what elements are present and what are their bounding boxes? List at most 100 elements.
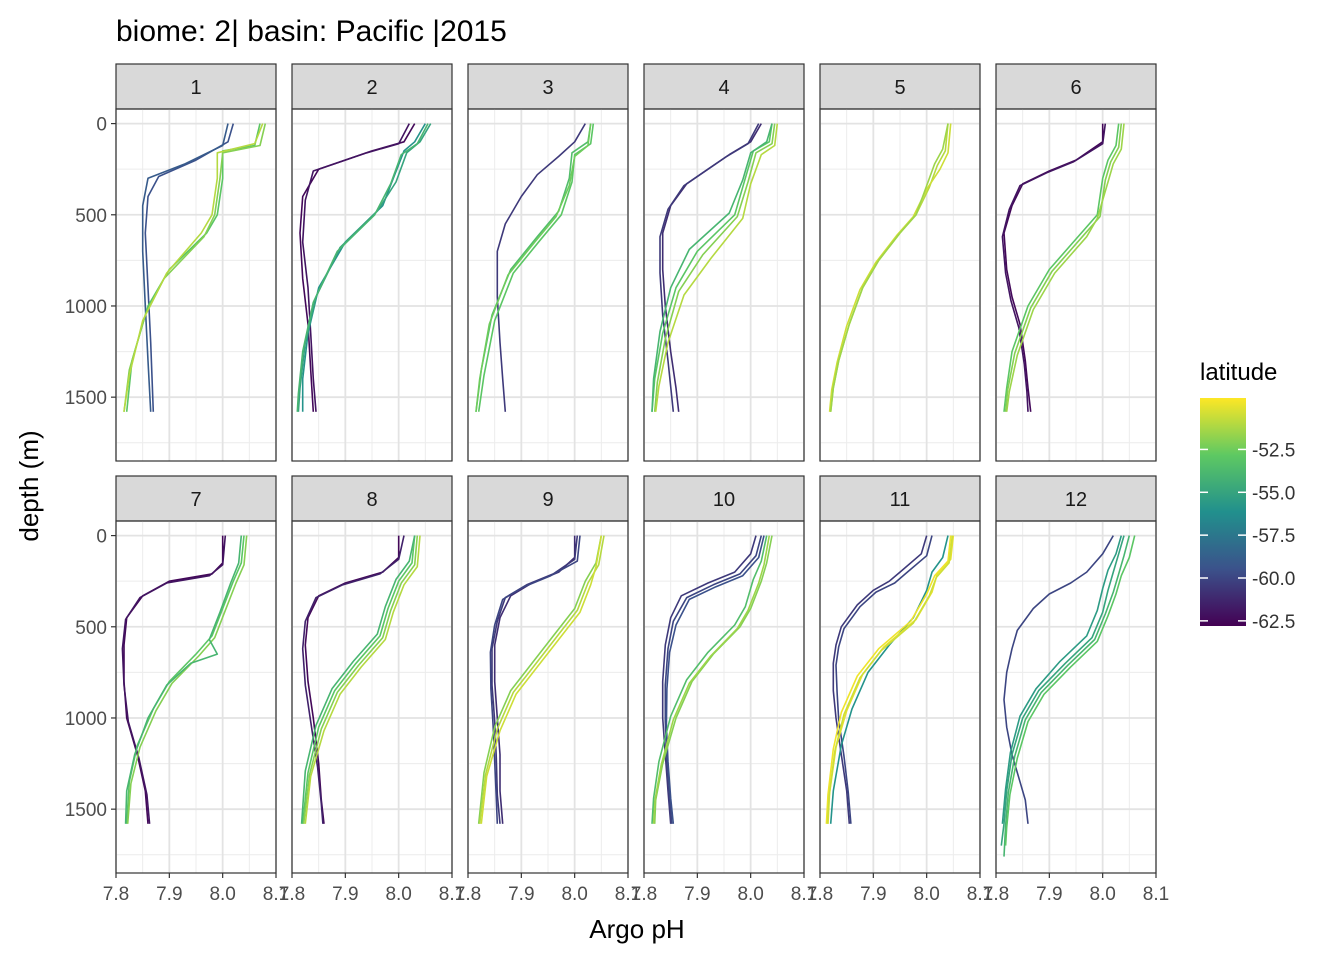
profile-line xyxy=(1005,123,1125,412)
facet-panel-12: 12 7.8 7.9 8.0 8.1 xyxy=(983,475,1169,905)
x-tick-label: 7.8 xyxy=(279,884,305,905)
profile-line xyxy=(1003,535,1131,857)
facet-strip-label: 9 xyxy=(542,489,553,511)
profile-line xyxy=(141,123,229,412)
panel-border xyxy=(819,108,981,462)
profile-line xyxy=(828,123,952,412)
facet-strip xyxy=(115,63,277,110)
profile-line xyxy=(480,535,603,824)
chart-title: biome: 2| basin: Pacific |2015 xyxy=(116,15,507,48)
profile-line xyxy=(1003,535,1114,824)
facet-strip xyxy=(291,475,453,522)
latitude-legend: latitude -52.5 -55.0 -57.5 -60.0 -62.5 xyxy=(1200,359,1295,633)
y-tick-label: 1000 xyxy=(65,709,107,730)
y-tick-label: 500 xyxy=(75,618,107,639)
x-axis-label: Argo pH xyxy=(589,914,684,944)
x-tick-label: 8.0 xyxy=(913,884,939,905)
facet-strip-label: 2 xyxy=(366,77,377,99)
facet-strip xyxy=(643,475,805,522)
x-tick-label: 8.0 xyxy=(561,884,587,905)
profile-line xyxy=(653,123,776,412)
y-axis-label: depth (m) xyxy=(14,430,44,541)
panel-border xyxy=(995,520,1157,874)
facet-strip xyxy=(819,475,981,522)
profile-line xyxy=(301,535,416,824)
panel-border xyxy=(819,520,981,874)
facet-panel-5: 5 xyxy=(819,63,981,462)
facet-panel-8: 8 7.8 7.9 8.0 8.1 xyxy=(279,475,465,905)
panel-border xyxy=(643,108,805,462)
profile-line xyxy=(1004,535,1136,846)
facet-strip-label: 5 xyxy=(894,77,905,99)
x-tick-label: 8.1 xyxy=(263,884,289,905)
x-tick-label: 7.9 xyxy=(1036,884,1062,905)
y-tick-label: 1000 xyxy=(65,297,107,318)
x-tick-label: 7.9 xyxy=(860,884,886,905)
y-tick-label: 500 xyxy=(75,206,107,227)
profile-line xyxy=(651,535,768,824)
x-tick-label: 8.1 xyxy=(439,884,465,905)
profile-line xyxy=(652,535,771,824)
facet-strip-label: 6 xyxy=(1070,77,1081,99)
legend-colorbar xyxy=(1200,398,1246,626)
facet-strip-label: 4 xyxy=(718,77,729,99)
profile-line xyxy=(123,123,264,412)
profile-line xyxy=(654,123,779,412)
legend-title: latitude xyxy=(1200,359,1277,386)
x-tick-label: 7.9 xyxy=(508,884,534,905)
x-tick-label: 8.0 xyxy=(737,884,763,905)
profile-line xyxy=(825,535,952,824)
profile-line xyxy=(124,535,243,824)
facet-strip xyxy=(467,475,629,522)
facet-panel-1: 1 0 500 1000 1500 xyxy=(65,63,277,462)
facet-strip xyxy=(995,63,1157,110)
profile-line xyxy=(496,123,586,412)
facet-panel-7: 7 0 500 1000 1500 7.8 7.9 8.0 8.1 xyxy=(65,475,289,905)
x-tick-label: 7.8 xyxy=(455,884,481,905)
facet-panel-2: 2 xyxy=(291,63,453,462)
profile-line xyxy=(1001,123,1107,412)
panel-border xyxy=(115,520,277,874)
profile-line xyxy=(304,535,421,824)
x-tick-label: 8.0 xyxy=(1089,884,1115,905)
panel-border xyxy=(291,520,453,874)
y-tick-label: 1500 xyxy=(65,800,107,821)
panel-border xyxy=(643,520,805,874)
legend-tick-label: -60.0 xyxy=(1252,569,1295,590)
panel-border xyxy=(291,108,453,462)
profile-line xyxy=(300,535,416,824)
facet-panel-10: 10 7.8 7.9 8.0 8.1 xyxy=(631,475,817,905)
profile-line xyxy=(829,123,949,412)
profile-line xyxy=(651,123,773,412)
panel-border xyxy=(467,520,629,874)
y-tick-label: 1500 xyxy=(65,388,107,409)
profile-line xyxy=(1000,535,1125,846)
x-tick-label: 8.1 xyxy=(967,884,993,905)
profile-line xyxy=(296,123,429,412)
x-tick-label: 8.1 xyxy=(1143,884,1169,905)
facet-panel-3: 3 xyxy=(467,63,629,462)
profile-line xyxy=(835,535,933,824)
facet-strip xyxy=(819,63,981,110)
y-tick-label: 0 xyxy=(96,115,107,136)
x-tick-label: 8.0 xyxy=(385,884,411,905)
profile-line xyxy=(1003,123,1120,412)
panel-border xyxy=(115,108,277,462)
facet-strip-label: 7 xyxy=(190,489,201,511)
legend-tick-label: -55.0 xyxy=(1252,483,1295,504)
x-tick-label: 7.8 xyxy=(983,884,1009,905)
legend-tick-label: -52.5 xyxy=(1252,440,1295,461)
profile-line xyxy=(661,535,757,824)
facet-strip-label: 3 xyxy=(542,77,553,99)
x-tick-label: 8.1 xyxy=(615,884,641,905)
x-tick-label: 7.9 xyxy=(156,884,182,905)
profile-line xyxy=(664,535,763,824)
facet-strip-label: 12 xyxy=(1065,489,1087,511)
x-tick-label: 7.8 xyxy=(807,884,833,905)
facet-strip-label: 8 xyxy=(366,489,377,511)
facet-panel-11: 11 7.8 7.9 8.0 8.1 xyxy=(807,475,993,905)
profile-line xyxy=(829,535,949,824)
x-tick-label: 8.1 xyxy=(791,884,817,905)
legend-tick-label: -57.5 xyxy=(1252,526,1295,547)
